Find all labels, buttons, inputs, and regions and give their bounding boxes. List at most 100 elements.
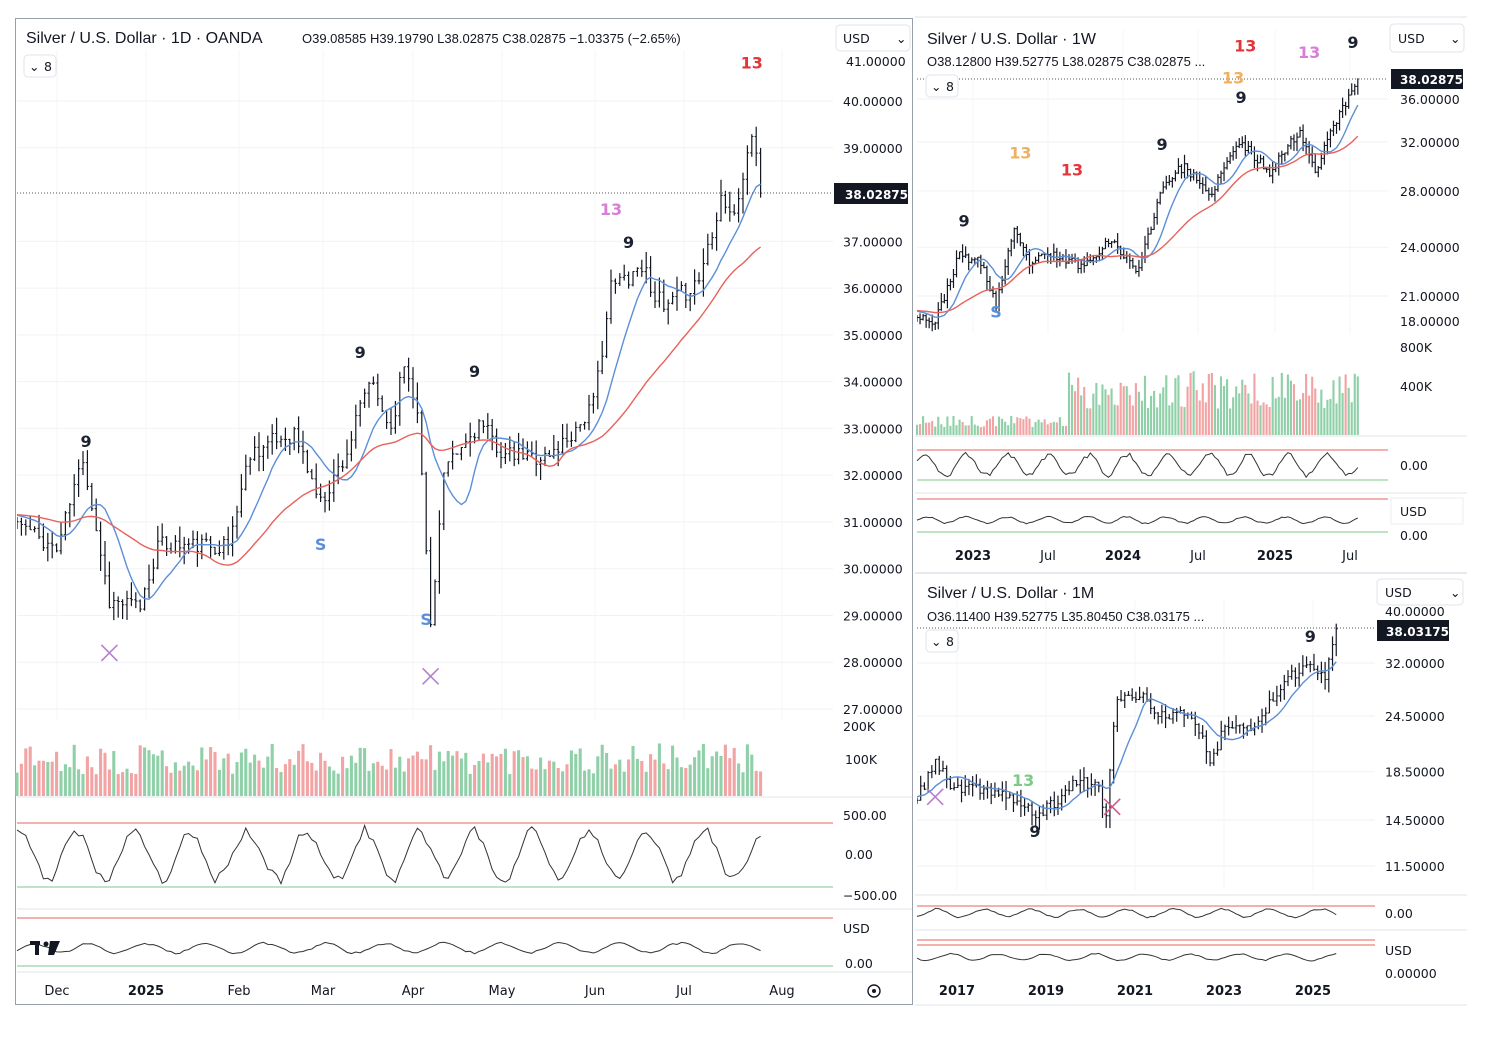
x-tick-label: Jun [584, 984, 605, 999]
ohlc-bar [583, 421, 587, 430]
ohlc-bar [424, 471, 428, 555]
volume-bar [534, 769, 538, 796]
ohlc-bar [994, 290, 998, 312]
volume-bar [1226, 379, 1229, 435]
volume-bar [244, 748, 248, 796]
weekly-currency-select[interactable]: USD ⌄ [1389, 23, 1465, 53]
ohlc-bar [569, 431, 573, 447]
ohlc-bar [991, 286, 995, 298]
ohlc-bar [156, 525, 160, 570]
volume-bar [1128, 395, 1131, 435]
volume-bar [543, 769, 547, 796]
ohlc-bar [85, 450, 89, 491]
volume-bar [1162, 387, 1165, 435]
volume-bar [1295, 400, 1299, 435]
volume-bar [77, 769, 81, 796]
y-tick-label: 21.00000 [1400, 289, 1460, 304]
ohlc-bar [1037, 252, 1041, 264]
chevron-down-icon: ⌄ [896, 31, 906, 46]
volume-bar [1104, 389, 1107, 435]
ohlc-bar [921, 313, 925, 321]
volume-bar [1010, 415, 1013, 435]
ohlc-bar [349, 431, 353, 462]
ohlc-bar [134, 592, 138, 609]
volume-bar [666, 769, 670, 796]
ohlc-bar [1308, 660, 1312, 673]
ohlc-bar [1089, 773, 1093, 796]
weekly-indicators-toggle[interactable]: ⌄ 8 [925, 74, 959, 98]
td-count-label: 9 [469, 362, 480, 381]
x-tick-label: 2023 [955, 549, 991, 564]
ohlc-bar [635, 267, 639, 277]
volume-bar [561, 771, 565, 796]
x-tick-label: May [489, 984, 516, 999]
volume-bar [754, 770, 758, 796]
volume-bar [239, 752, 243, 796]
ohlc-bar [989, 783, 993, 805]
x-tick-label: 2025 [1295, 984, 1331, 999]
ohlc-bar [1030, 801, 1034, 826]
td-count-label: 13 [741, 53, 763, 72]
moving-average-line [17, 183, 761, 600]
volume-bar [1122, 386, 1125, 435]
ohlc-bar [213, 546, 217, 555]
daily-currency-select[interactable]: USD ⌄ [835, 24, 911, 52]
volume-bar [701, 743, 705, 796]
ohlc-bar [1268, 164, 1272, 178]
ohlc-bar [1131, 257, 1135, 269]
volume-bar [640, 760, 644, 796]
volume-bar [684, 768, 688, 796]
td-count-label: 9 [355, 343, 366, 362]
volume-bar [1207, 373, 1210, 435]
volume-bar [1131, 405, 1134, 435]
ohlc-bar [1086, 776, 1090, 798]
osc-tick: 0.00 [1400, 458, 1428, 473]
volume-bar [468, 773, 472, 796]
x-tick-label: Dec [44, 984, 69, 999]
ohlc-bar [442, 472, 446, 531]
daily-indicators-toggle[interactable]: ⌄ 8 [23, 54, 57, 78]
ohlc-bar [1353, 83, 1357, 96]
volume-bar [1244, 384, 1247, 435]
volume-bar [1077, 377, 1080, 435]
volume-bar [1031, 427, 1034, 435]
oscillator-line [916, 952, 1337, 962]
volume-bar [103, 752, 107, 796]
ohlc-bar [1246, 140, 1250, 154]
chevron-down-icon: ⌄ [1450, 31, 1460, 46]
volume-bar [1350, 402, 1353, 435]
volume-bar [1055, 422, 1058, 435]
volume-bar [1159, 393, 1162, 435]
ohlc-bar [517, 432, 521, 465]
ohlc-bar [1258, 154, 1263, 164]
volume-bar [1204, 402, 1207, 435]
y-tick-label: 30.00000 [843, 562, 903, 577]
volume-bar [1356, 376, 1359, 435]
ohlc-bar [266, 435, 270, 459]
volume-bar [750, 754, 754, 796]
x-marker-icon [100, 644, 118, 662]
ohlc-bar [1167, 175, 1171, 186]
monthly-indicators-toggle[interactable]: ⌄ 8 [925, 629, 959, 653]
ohlc-bar [939, 292, 943, 311]
ohlc-bar [68, 503, 72, 528]
volume-bar [147, 750, 151, 796]
volume-bar [270, 744, 274, 796]
ohlc-bar [341, 460, 345, 472]
settings-gear-button[interactable] [867, 984, 881, 998]
ohlc-bar [1185, 163, 1190, 179]
volume-bar [706, 768, 710, 796]
td-count-label: 9 [1235, 88, 1246, 107]
ohlc-bar [591, 392, 595, 414]
volume-bar [1192, 371, 1195, 435]
ohlc-bar [19, 517, 23, 536]
ohlc-bar [72, 474, 76, 517]
volume-bar [279, 771, 283, 796]
y-tick-label: 32.00000 [1385, 656, 1445, 671]
ohlc-bar [1152, 212, 1156, 230]
osc2-tick: 0.00 [845, 956, 873, 971]
volume-bar [112, 751, 116, 796]
volume-bar [1298, 399, 1302, 435]
monthly-currency-select[interactable]: USD ⌄ [1376, 578, 1464, 606]
ohlc-bar [1278, 684, 1283, 702]
